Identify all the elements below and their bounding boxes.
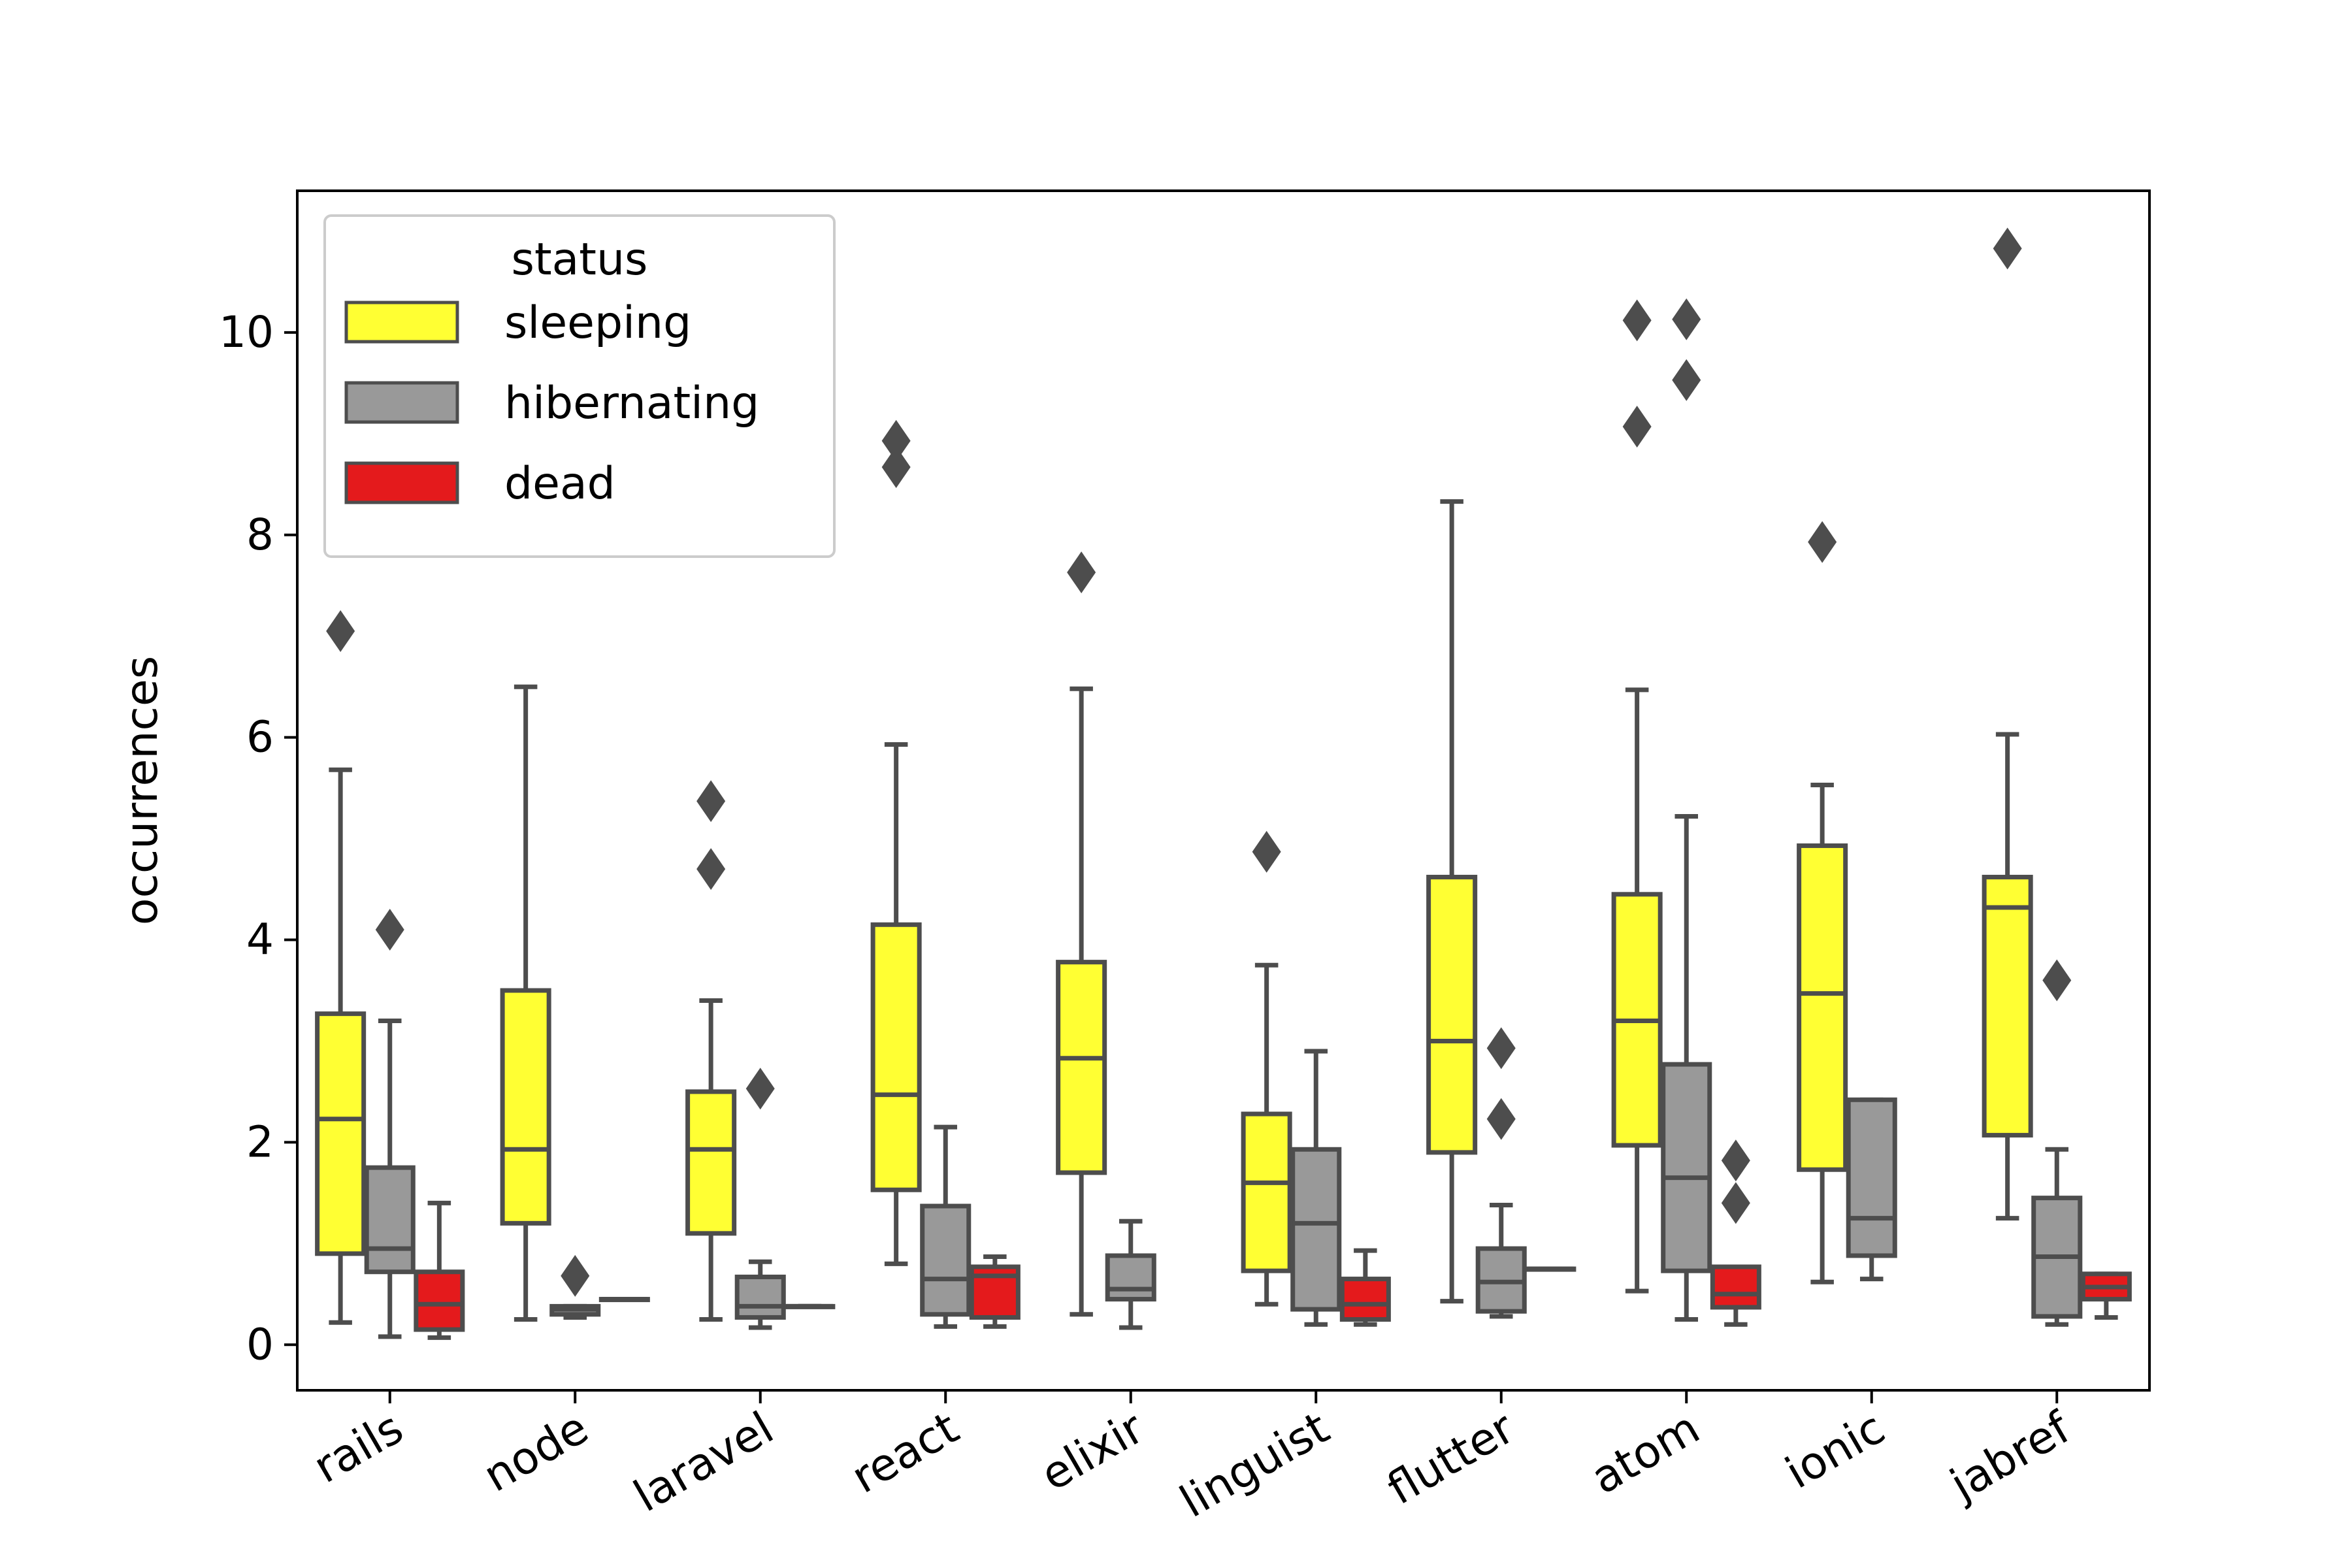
legend: status sleeping hibernating dead xyxy=(323,214,836,558)
box-body xyxy=(414,1269,465,1332)
box-sleeping-jabref xyxy=(1982,227,2033,1221)
outlier-point xyxy=(1721,1139,1750,1182)
legend-label-hibernating: hibernating xyxy=(504,378,759,429)
box-body xyxy=(1846,1097,1897,1258)
boxes-layer xyxy=(315,227,2132,1340)
legend-swatch-sleeping xyxy=(344,301,459,344)
box-dead-node xyxy=(598,1297,650,1303)
plot-area-frame xyxy=(296,189,2151,1392)
box-hibernating-flutter xyxy=(1475,1027,1527,1319)
box-body xyxy=(1339,1277,1391,1322)
box-body xyxy=(1982,874,2033,1138)
y-tick-label: 10 xyxy=(219,307,274,357)
legend-swatch-hibernating xyxy=(344,381,459,424)
box-hibernating-node xyxy=(549,1254,601,1320)
box-dead-rails xyxy=(414,1200,465,1340)
y-tick-label: 4 xyxy=(246,915,274,965)
box-sleeping-ionic xyxy=(1797,521,1848,1284)
box-sleeping-linguist xyxy=(1241,830,1292,1307)
box-body xyxy=(1661,1062,1712,1273)
box-body xyxy=(870,922,922,1192)
box-sleeping-laravel xyxy=(685,780,737,1322)
box-body xyxy=(500,988,551,1226)
box-sleeping-rails xyxy=(315,610,367,1325)
box-body xyxy=(685,1089,737,1236)
box-dead-linguist xyxy=(1339,1248,1391,1327)
box-sleeping-flutter xyxy=(1426,499,1478,1304)
box-dead-react xyxy=(969,1254,1021,1329)
y-tick-label: 2 xyxy=(246,1117,274,1167)
legend-title: status xyxy=(512,234,648,286)
box-hibernating-ionic xyxy=(1846,1097,1897,1282)
outlier-point xyxy=(745,1068,775,1110)
outlier-point xyxy=(1252,830,1281,873)
box-body xyxy=(1710,1264,1761,1310)
box-sleeping-elixir xyxy=(1056,551,1107,1317)
box-body xyxy=(1241,1111,1292,1273)
box-hibernating-react xyxy=(920,1124,972,1329)
box-body xyxy=(1797,843,1848,1172)
box-hibernating-atom xyxy=(1661,298,1712,1322)
box-body xyxy=(1426,874,1478,1155)
legend-swatch-dead xyxy=(344,461,459,504)
y-tick-label: 6 xyxy=(246,712,274,762)
box-hibernating-linguist xyxy=(1290,1049,1342,1327)
outlier-point xyxy=(1486,1098,1516,1140)
box-body xyxy=(364,1165,416,1275)
outlier-point xyxy=(326,610,355,652)
box-dead-laravel xyxy=(784,1303,836,1309)
y-tick-label: 8 xyxy=(246,510,274,560)
outlier-point xyxy=(1067,551,1096,594)
box-body xyxy=(734,1274,786,1320)
outlier-point xyxy=(1808,521,1837,563)
box-hibernating-rails xyxy=(364,909,416,1339)
box-dead-atom xyxy=(1710,1139,1761,1327)
box-body xyxy=(1056,960,1107,1175)
box-hibernating-elixir xyxy=(1105,1218,1156,1330)
outlier-point xyxy=(1622,406,1652,448)
outlier-point xyxy=(1622,299,1652,342)
y-axis-label: occurrences xyxy=(116,656,168,925)
outlier-point xyxy=(696,780,726,823)
box-body xyxy=(920,1203,972,1317)
y-tick-label: 0 xyxy=(246,1319,274,1369)
outlier-point xyxy=(1672,298,1701,340)
outlier-point xyxy=(1672,359,1701,401)
box-sleeping-react xyxy=(870,419,922,1266)
outlier-point xyxy=(881,419,911,462)
outlier-point xyxy=(696,848,726,890)
outlier-point xyxy=(375,909,404,951)
legend-label-dead: dead xyxy=(504,458,615,510)
outlier-point xyxy=(2042,959,2072,1002)
outlier-point xyxy=(1721,1182,1750,1224)
outlier-point xyxy=(1486,1027,1516,1070)
box-sleeping-node xyxy=(500,684,551,1322)
legend-label-sleeping: sleeping xyxy=(504,297,691,349)
box-body xyxy=(1105,1253,1156,1302)
outlier-point xyxy=(1993,227,2022,270)
box-sleeping-atom xyxy=(1611,299,1663,1294)
box-body xyxy=(315,1011,367,1256)
box-hibernating-jabref xyxy=(2031,959,2083,1327)
box-body xyxy=(1290,1147,1342,1312)
outlier-point xyxy=(881,446,911,488)
outlier-point xyxy=(561,1254,590,1297)
box-dead-jabref xyxy=(2080,1271,2132,1320)
box-hibernating-laravel xyxy=(734,1068,786,1330)
